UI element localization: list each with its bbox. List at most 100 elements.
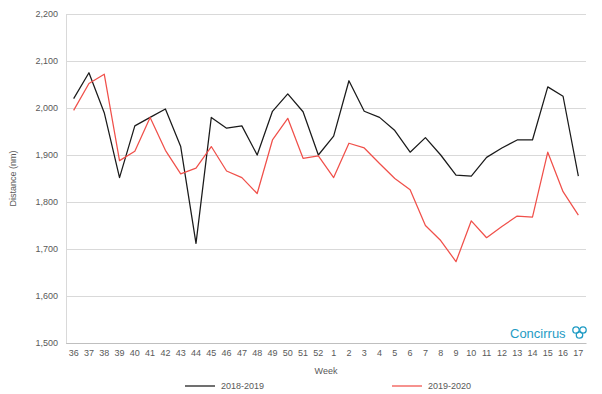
- grid-line: [66, 343, 586, 344]
- x-tick: 37: [84, 343, 94, 358]
- x-tick: 4: [377, 343, 382, 358]
- x-tick-label: 43: [176, 348, 186, 358]
- x-tick: 45: [206, 343, 216, 358]
- y-tick: 1,500: [35, 338, 66, 348]
- x-tick-label: 13: [512, 348, 522, 358]
- x-tick: 44: [191, 343, 201, 358]
- x-tick: 16: [558, 343, 568, 358]
- y-tick-label: 1,500: [35, 338, 58, 348]
- x-tick-label: 7: [423, 348, 428, 358]
- grid-line: [66, 108, 586, 109]
- x-tick-label: 5: [392, 348, 397, 358]
- x-tick-label: 41: [145, 348, 155, 358]
- x-tick-label: 3: [362, 348, 367, 358]
- x-tick-label: 42: [160, 348, 170, 358]
- legend-label: 2019-2020: [428, 381, 471, 391]
- x-tick: 8: [438, 343, 443, 358]
- grid-line: [66, 296, 586, 297]
- y-tick: 2,100: [35, 56, 66, 66]
- x-tick: 3: [362, 343, 367, 358]
- x-tick: 2: [346, 343, 351, 358]
- legend-item: 2018-2019: [185, 381, 264, 391]
- x-tick: 42: [160, 343, 170, 358]
- x-tick-label: 2: [346, 348, 351, 358]
- y-tick-label: 1,800: [35, 197, 58, 207]
- x-tick-label: 44: [191, 348, 201, 358]
- y-tick-label: 2,200: [35, 9, 58, 19]
- x-tick-label: 14: [527, 348, 537, 358]
- y-axis-line: [66, 15, 67, 344]
- y-tick-label: 1,900: [35, 150, 58, 160]
- y-tick: 1,800: [35, 197, 66, 207]
- y-tick: 1,900: [35, 150, 66, 160]
- x-tick: 47: [237, 343, 247, 358]
- legend: 2018-2019 2019-2020: [185, 381, 471, 391]
- x-axis: 3637383940414243444546474849505152123456…: [67, 343, 587, 358]
- grid-line: [66, 155, 586, 156]
- y-tick-label: 1,600: [35, 291, 58, 301]
- x-tick-label: 47: [237, 348, 247, 358]
- grid-line: [66, 14, 586, 15]
- x-tick: 13: [512, 343, 522, 358]
- x-tick: 12: [497, 343, 507, 358]
- x-tick-label: 38: [99, 348, 109, 358]
- grid-line: [66, 249, 586, 250]
- y-tick: 1,700: [35, 244, 66, 254]
- x-tick: 46: [222, 343, 232, 358]
- x-tick: 39: [115, 343, 125, 358]
- x-tick: 14: [527, 343, 537, 358]
- x-tick-label: 40: [130, 348, 140, 358]
- y-tick-label: 1,700: [35, 244, 58, 254]
- logo-text: Concirrus: [510, 326, 566, 341]
- x-tick: 17: [573, 343, 583, 358]
- x-tick: 43: [176, 343, 186, 358]
- x-tick-label: 1: [331, 348, 336, 358]
- x-tick: 9: [453, 343, 458, 358]
- x-tick-label: 9: [453, 348, 458, 358]
- y-tick-label: 2,000: [35, 103, 58, 113]
- series-line: [74, 74, 579, 262]
- x-tick-label: 36: [69, 348, 79, 358]
- legend-label: 2018-2019: [221, 381, 264, 391]
- x-tick-label: 4: [377, 348, 382, 358]
- y-tick: 1,600: [35, 291, 66, 301]
- legend-swatch: [185, 385, 215, 386]
- x-tick: 52: [313, 343, 323, 358]
- x-tick-label: 11: [482, 348, 491, 358]
- x-tick: 48: [252, 343, 262, 358]
- x-tick-label: 12: [497, 348, 507, 358]
- logo: Concirrus: [510, 326, 586, 341]
- x-tick: 15: [543, 343, 553, 358]
- x-tick-label: 6: [408, 348, 413, 358]
- y-tick-label: 2,100: [35, 56, 58, 66]
- y-tick: 2,200: [35, 9, 66, 19]
- x-tick: 40: [130, 343, 140, 358]
- plot: 1,500 1,600 1,700 1,800 1,900 2,000 2,100 2,200…: [35, 9, 586, 358]
- x-tick: 1: [331, 343, 336, 358]
- y-axis-title: Distance (nm): [8, 150, 18, 206]
- x-tick-label: 16: [558, 348, 568, 358]
- x-tick-label: 46: [222, 348, 232, 358]
- logo-icon: [576, 332, 582, 338]
- x-tick: 6: [408, 343, 413, 358]
- grid-line: [66, 202, 586, 203]
- x-tick-label: 52: [313, 348, 323, 358]
- x-tick-label: 37: [84, 348, 94, 358]
- series-line: [74, 73, 579, 244]
- x-tick-label: 49: [267, 348, 277, 358]
- legend-item: 2019-2020: [392, 381, 471, 391]
- x-tick: 41: [145, 343, 155, 358]
- y-tick: 2,000: [35, 103, 66, 113]
- y-axis: 1,500 1,600 1,700 1,800 1,900 2,000 2,100 2,200: [35, 9, 66, 348]
- x-tick: 38: [99, 343, 109, 358]
- x-tick-label: 8: [438, 348, 443, 358]
- x-tick-label: 48: [252, 348, 262, 358]
- x-tick-label: 15: [543, 348, 553, 358]
- x-tick-label: 45: [206, 348, 216, 358]
- x-tick-label: 10: [466, 348, 476, 358]
- x-tick: 7: [423, 343, 428, 358]
- x-tick: 5: [392, 343, 397, 358]
- x-tick-label: 39: [115, 348, 125, 358]
- grid-line: [66, 61, 586, 62]
- x-tick: 11: [482, 343, 491, 358]
